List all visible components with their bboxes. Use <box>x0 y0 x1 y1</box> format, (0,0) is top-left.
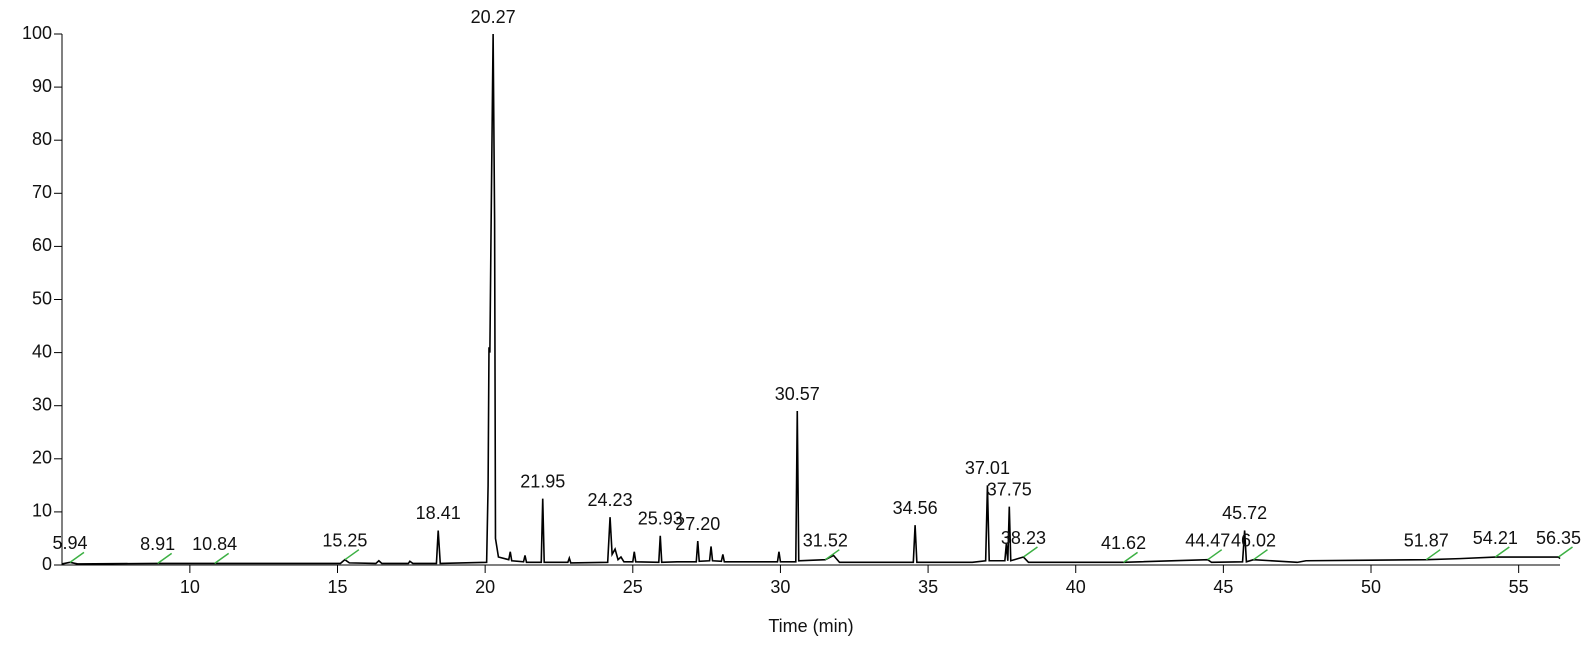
peak-label: 34.56 <box>893 498 938 518</box>
peak-label: 45.72 <box>1222 503 1267 523</box>
x-tick-label: 15 <box>327 577 347 597</box>
x-tick-label: 55 <box>1509 577 1529 597</box>
leader-line <box>1123 551 1138 563</box>
y-tick-label: 40 <box>32 341 52 361</box>
x-tick-label: 20 <box>475 577 495 597</box>
y-tick-label: 50 <box>32 288 52 308</box>
x-tick-label: 30 <box>770 577 790 597</box>
chromatogram-trace <box>61 33 1561 565</box>
x-tick-label: 10 <box>180 577 200 597</box>
x-tick-label: 25 <box>623 577 643 597</box>
peak-label: 46.02 <box>1231 530 1276 550</box>
peak-label: 54.21 <box>1473 528 1518 548</box>
peak-label: 44.47 <box>1185 530 1230 550</box>
peak-label: 21.95 <box>520 471 565 491</box>
y-tick-label: 0 <box>42 554 52 574</box>
peak-label: 5.94 <box>52 533 87 553</box>
peak-label: 27.20 <box>675 514 720 534</box>
y-tick-label: 90 <box>32 76 52 96</box>
leader-line <box>157 552 173 565</box>
peak-label: 18.41 <box>416 503 461 523</box>
peak-label: 37.01 <box>965 458 1010 478</box>
x-tick-label: 45 <box>1213 577 1233 597</box>
leader-line <box>1558 546 1573 558</box>
y-tick-label: 20 <box>32 448 52 468</box>
leader-line <box>824 549 840 561</box>
y-tick-label: 100 <box>22 23 52 43</box>
leader-line <box>214 552 230 565</box>
peak-label: 20.27 <box>471 7 516 27</box>
peak-label: 56.35 <box>1536 528 1581 548</box>
peak-label: 38.23 <box>1001 528 1046 548</box>
peak-label: 51.87 <box>1404 530 1449 550</box>
peak-label: 41.62 <box>1101 533 1146 553</box>
peak-label: 15.25 <box>322 530 367 550</box>
y-tick-label: 80 <box>32 129 52 149</box>
leader-line <box>1023 546 1038 558</box>
x-tick-label: 35 <box>918 577 938 597</box>
peak-label: 25.93 <box>638 509 683 529</box>
peak-label: 10.84 <box>192 534 237 554</box>
leader-line <box>1425 549 1441 561</box>
x-tick-label: 40 <box>1066 577 1086 597</box>
peak-label: 31.52 <box>803 530 848 550</box>
x-axis-label: Time (min) <box>768 616 853 636</box>
leader-line <box>1207 549 1223 561</box>
peak-label: 24.23 <box>588 490 633 510</box>
leader-line <box>344 549 360 561</box>
peak-label: 37.75 <box>987 479 1032 499</box>
y-tick-label: 70 <box>32 182 52 202</box>
y-tick-label: 30 <box>32 394 52 414</box>
y-tick-label: 60 <box>32 235 52 255</box>
x-tick-label: 50 <box>1361 577 1381 597</box>
leader-line <box>1253 549 1268 561</box>
leader-line <box>69 551 85 563</box>
leader-line <box>1494 546 1510 558</box>
peak-label: 8.91 <box>140 534 175 554</box>
y-tick-label: 10 <box>32 501 52 521</box>
peak-label: 30.57 <box>775 384 820 404</box>
